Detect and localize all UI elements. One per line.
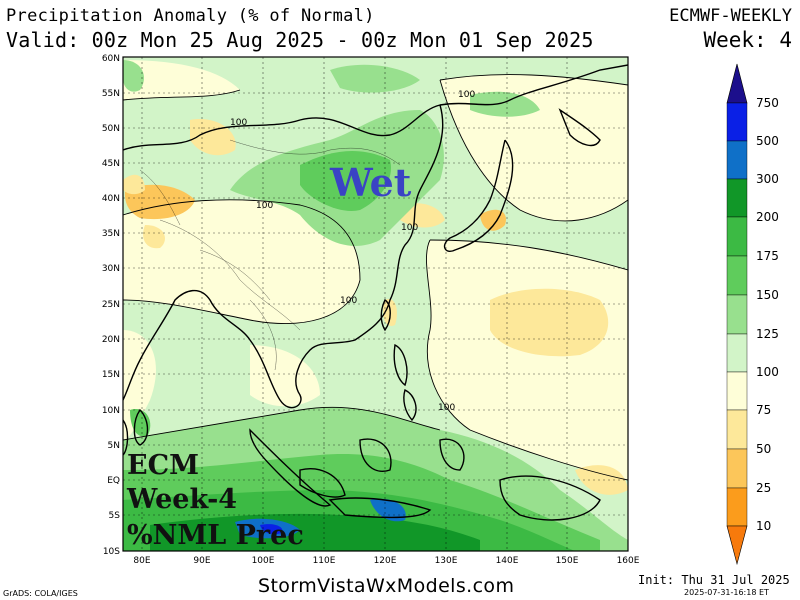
legend-label: 200 xyxy=(756,210,779,224)
legend-label: 500 xyxy=(756,134,779,148)
legend-label: 150 xyxy=(756,288,779,302)
lon-tick-label: 90E xyxy=(193,556,210,566)
contour-label: 100 xyxy=(438,403,455,413)
coastlines xyxy=(123,64,628,521)
lat-tick-label: 25N xyxy=(102,300,120,310)
legend-label: 175 xyxy=(756,249,779,263)
lat-tick-label: 40N xyxy=(102,194,120,204)
contour-label: 100 xyxy=(340,296,357,306)
legend-swatch xyxy=(726,255,748,296)
lon-tick-label: 100E xyxy=(252,556,275,566)
lat-tick-label: 15N xyxy=(102,370,120,380)
map-title: Precipitation Anomaly (% of Normal) xyxy=(6,6,375,26)
map-frame xyxy=(122,56,629,552)
footer-timestamp: 2025-07-31-16:18 ET xyxy=(684,588,769,597)
lat-tick-label: 50N xyxy=(102,124,120,134)
contour-label: 100 xyxy=(230,118,247,128)
lat-tick-label: EQ xyxy=(107,476,120,486)
legend-swatch xyxy=(726,448,748,489)
lat-tick-label: 30N xyxy=(102,264,120,274)
valid-period: Valid: 00z Mon 25 Aug 2025 - 00z Mon 01 … xyxy=(6,28,594,52)
lon-tick-label: 80E xyxy=(133,556,150,566)
legend-swatch xyxy=(726,333,748,373)
legend-swatch xyxy=(726,487,748,527)
lon-tick-label: 130E xyxy=(435,556,458,566)
legend-label: 25 xyxy=(756,481,771,495)
legend-swatch xyxy=(726,178,748,218)
lat-tick-label: 35N xyxy=(102,229,120,239)
footer-site-name: StormVistaWxModels.com xyxy=(258,575,515,597)
legend-label: 10 xyxy=(756,519,771,533)
lat-tick-label: 5S xyxy=(109,511,121,521)
legend-swatch xyxy=(726,140,748,180)
legend-swatch xyxy=(726,216,748,257)
lat-tick-label: 10N xyxy=(102,406,120,416)
week4-annotation: Week-4 xyxy=(126,484,237,515)
legend-swatch xyxy=(726,294,748,335)
contour-100 xyxy=(123,74,628,481)
model-name: ECMWF-WEEKLY xyxy=(669,6,792,26)
lon-tick-label: 110E xyxy=(313,556,336,566)
lat-tick-label: 45N xyxy=(102,159,120,169)
legend-swatch-gt750 xyxy=(726,63,748,104)
week-label: Week: 4 xyxy=(703,28,792,52)
footer-init-time: Init: Thu 31 Jul 2025 xyxy=(638,573,790,587)
borders xyxy=(139,139,401,371)
legend-swatch-lt10 xyxy=(726,525,748,566)
lon-tick-label: 150E xyxy=(556,556,579,566)
footer-grads-credit: GrADS: COLA/IGES xyxy=(3,589,78,598)
ecm-annotation: ECM xyxy=(127,450,199,481)
map-fields xyxy=(123,57,628,551)
contour-label: 100 xyxy=(256,201,273,211)
legend-swatch xyxy=(726,409,748,450)
legend-label: 75 xyxy=(756,403,771,417)
legend-label: 100 xyxy=(756,365,779,379)
legend-label: 50 xyxy=(756,442,771,456)
lon-tick-label: 160E xyxy=(617,556,640,566)
nml-prec-annotation: %NML Prec xyxy=(127,520,304,551)
lat-tick-label: 20N xyxy=(102,335,120,345)
legend-label: 125 xyxy=(756,327,779,341)
legend-label: 300 xyxy=(756,172,779,186)
contour-label: 100 xyxy=(401,223,418,233)
legend-label: 750 xyxy=(756,96,779,110)
lat-tick-label: 5N xyxy=(108,441,120,451)
contour-label: 100 xyxy=(458,90,475,100)
lat-tick-label: 60N xyxy=(102,54,120,64)
lat-tick-label: 55N xyxy=(102,89,120,99)
lon-tick-label: 140E xyxy=(496,556,519,566)
lat-tick-label: 10S xyxy=(103,547,120,557)
legend-swatch xyxy=(726,102,748,142)
legend-swatch xyxy=(726,371,748,411)
lon-tick-label: 120E xyxy=(374,556,397,566)
wet-annotation: Wet xyxy=(329,160,412,205)
legend-colorbar xyxy=(726,63,748,566)
